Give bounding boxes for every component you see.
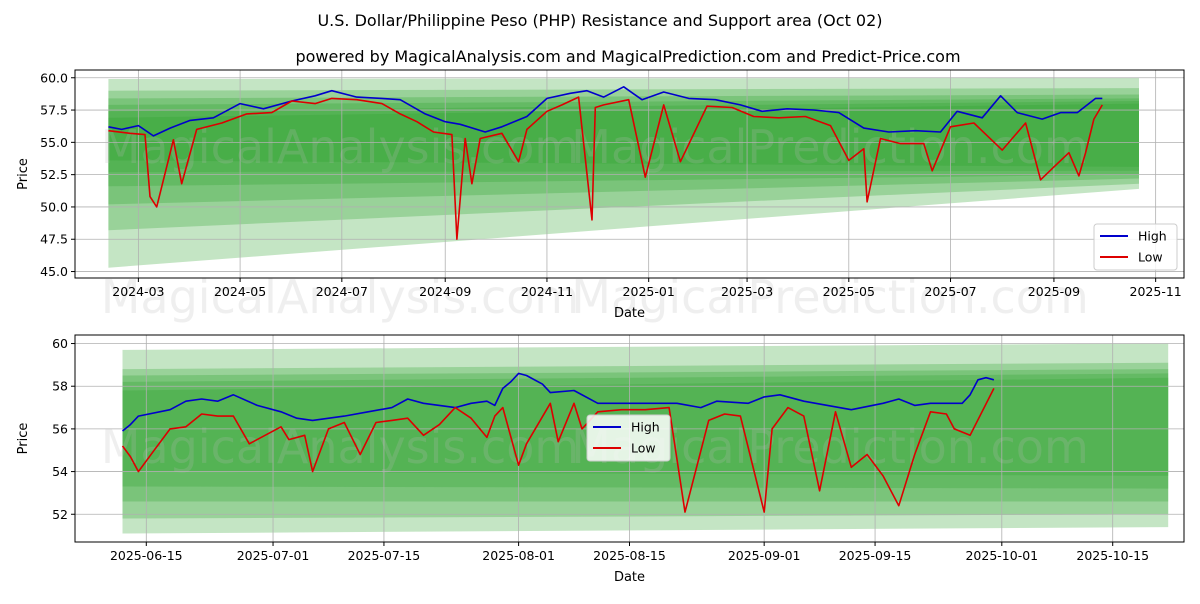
x-tick-label: 2024-03 xyxy=(112,284,164,299)
legend-label-low: Low xyxy=(1138,250,1163,265)
y-axis-label: Price xyxy=(16,423,31,455)
chart-title: U.S. Dollar/Philippine Peso (PHP) Resist… xyxy=(317,11,882,30)
y-tick-label: 54 xyxy=(52,464,68,479)
x-tick-label: 2024-09 xyxy=(419,284,471,299)
x-tick-label: 2024-11 xyxy=(521,284,573,299)
series-line-low xyxy=(121,388,995,513)
x-tick-label: 2025-07-15 xyxy=(348,548,421,563)
y-tick-label: 57.5 xyxy=(40,103,68,118)
top-panel: MagicalAnalysis.comMagicalPrediction.com… xyxy=(16,69,1185,324)
watermark-text: MagicalAnalysis.com xyxy=(101,120,580,174)
x-tick-label: 2025-11 xyxy=(1130,284,1182,299)
x-tick-label: 2025-06-15 xyxy=(110,548,183,563)
series-line-low xyxy=(108,96,1103,240)
x-tick-label: 2025-01 xyxy=(623,284,675,299)
y-tick-label: 52.5 xyxy=(40,167,68,182)
y-tick-label: 47.5 xyxy=(40,232,68,247)
x-tick-label: 2025-09-15 xyxy=(839,548,912,563)
x-tick-label: 2025-05 xyxy=(823,284,875,299)
band-layer xyxy=(108,103,1139,167)
chart-subtitle: powered by MagicalAnalysis.com and Magic… xyxy=(295,47,960,66)
x-axis-label: Date xyxy=(614,570,645,585)
legend-label-low: Low xyxy=(631,441,656,456)
y-tick-label: 50.0 xyxy=(40,199,68,214)
x-axis-label: Date xyxy=(614,306,645,321)
y-axis-label: Price xyxy=(16,158,31,190)
x-tick-label: 2025-10-15 xyxy=(1076,548,1149,563)
grid xyxy=(75,70,1184,278)
legend-label-high: High xyxy=(631,420,660,435)
watermark-text: MagicalAnalysis.com xyxy=(101,270,580,324)
y-tick-label: 58 xyxy=(52,379,68,394)
x-tick-label: 2025-03 xyxy=(721,284,773,299)
series-line-high xyxy=(108,86,1103,137)
band-layer xyxy=(108,101,1139,173)
y-tick-label: 60 xyxy=(52,336,68,351)
x-tick-label: 2024-07 xyxy=(316,284,368,299)
series-lines xyxy=(108,86,1103,240)
legend: High Low xyxy=(586,414,671,462)
x-tick-label: 2025-08-15 xyxy=(593,548,666,563)
x-tick-label: 2025-07 xyxy=(924,284,976,299)
y-tick-label: 60.0 xyxy=(40,70,68,85)
legend-label-high: High xyxy=(1138,229,1167,244)
x-tick-label: 2025-09-01 xyxy=(728,548,801,563)
x-tick-label: 2025-08-01 xyxy=(482,548,555,563)
x-tick-label: 2025-07-01 xyxy=(237,548,310,563)
x-tick-label: 2025-09 xyxy=(1028,284,1080,299)
y-tick-label: 52 xyxy=(52,507,68,522)
y-tick-label: 55.0 xyxy=(40,135,68,150)
bottom-panel: MagicalAnalysis.comMagicalPrediction.com… xyxy=(16,334,1185,585)
support-resistance-bands xyxy=(108,77,1139,268)
x-tick-label: 2024-05 xyxy=(214,284,266,299)
y-tick-label: 56 xyxy=(52,421,68,436)
band-layer xyxy=(108,88,1139,231)
legend: High Low xyxy=(1093,223,1178,271)
band-layer xyxy=(108,77,1139,268)
band-layer xyxy=(108,94,1139,205)
watermark-text: MagicalPrediction.com xyxy=(571,270,1089,324)
y-tick-label: 45.0 xyxy=(40,264,68,279)
series-lines xyxy=(121,372,995,513)
watermark-text: MagicalAnalysis.com xyxy=(101,420,580,474)
x-tick-label: 2025-10-01 xyxy=(965,548,1038,563)
series-line-high xyxy=(121,372,995,432)
plot-frame xyxy=(74,69,1185,279)
